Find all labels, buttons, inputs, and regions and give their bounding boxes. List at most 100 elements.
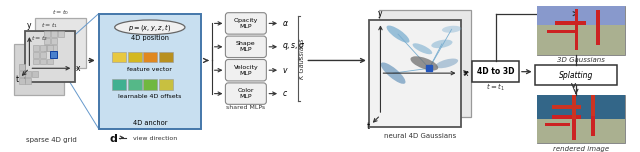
Bar (44, 38, 50, 44)
Text: Shape
MLP: Shape MLP (236, 41, 256, 52)
Text: y: y (378, 9, 383, 17)
Bar (143, 79, 157, 90)
Bar (33, 45, 39, 51)
Bar (40, 52, 46, 58)
Text: $t=t_1$: $t=t_1$ (42, 21, 58, 30)
Text: feature vector: feature vector (127, 67, 172, 72)
Text: $t=t_2$: $t=t_2$ (31, 34, 47, 43)
Bar (112, 79, 126, 90)
Bar (143, 52, 157, 62)
Text: neural 4D Gaussians: neural 4D Gaussians (384, 133, 456, 139)
Text: $q,s,\sigma$: $q,s,\sigma$ (282, 41, 306, 52)
Bar (14, 44, 65, 95)
Bar (35, 17, 86, 68)
Text: $\mathbf{d}$: $\mathbf{d}$ (109, 131, 118, 143)
Bar (112, 52, 126, 62)
Bar (26, 71, 31, 77)
Bar (19, 64, 24, 70)
Bar (51, 38, 57, 44)
Text: $t=t_1$: $t=t_1$ (486, 82, 505, 93)
Bar (547, 30, 575, 33)
Text: shared MLPs: shared MLPs (227, 105, 266, 110)
Text: Splatting: Splatting (559, 71, 593, 80)
Text: Velocity
MLP: Velocity MLP (234, 65, 259, 76)
FancyBboxPatch shape (225, 59, 266, 81)
Bar (591, 102, 595, 136)
Text: $\alpha$: $\alpha$ (282, 19, 289, 28)
Text: t: t (16, 75, 19, 85)
Bar (47, 59, 52, 64)
FancyBboxPatch shape (225, 83, 266, 104)
Bar (534, 65, 618, 85)
Bar (369, 19, 461, 127)
Bar (44, 45, 50, 51)
Bar (33, 59, 39, 64)
Bar (99, 14, 201, 129)
Text: Opacity
MLP: Opacity MLP (234, 18, 258, 29)
Text: K Gaussians: K Gaussians (300, 38, 305, 79)
Bar (58, 31, 63, 37)
Bar (552, 105, 581, 109)
Bar (538, 25, 625, 55)
Bar (51, 31, 57, 37)
Bar (19, 71, 24, 77)
Bar (575, 9, 579, 50)
Bar (40, 59, 46, 64)
Text: view direction: view direction (132, 136, 177, 141)
Text: 4D position: 4D position (131, 35, 169, 41)
FancyBboxPatch shape (225, 13, 266, 34)
Bar (378, 10, 471, 117)
Text: x: x (76, 64, 81, 73)
Bar (128, 52, 141, 62)
Bar (159, 52, 173, 62)
Text: $p=(x,y,z,t)$: $p=(x,y,z,t)$ (128, 22, 172, 33)
Ellipse shape (115, 20, 185, 35)
Text: $t=t_0$: $t=t_0$ (52, 8, 69, 17)
Bar (26, 78, 31, 84)
Text: t: t (367, 122, 371, 131)
Bar (50, 51, 57, 58)
Bar (40, 45, 46, 51)
Bar (538, 119, 625, 143)
Bar (32, 71, 38, 77)
Text: Color
MLP: Color MLP (237, 88, 254, 99)
Bar (596, 10, 600, 45)
Ellipse shape (442, 26, 461, 33)
Bar (24, 31, 76, 82)
Ellipse shape (410, 56, 438, 71)
Bar (572, 95, 575, 119)
Bar (555, 21, 586, 25)
Text: 3D Gaussians: 3D Gaussians (557, 57, 605, 64)
Bar (538, 95, 625, 143)
FancyBboxPatch shape (225, 36, 266, 58)
Text: sparse 4D grid: sparse 4D grid (26, 137, 77, 143)
Ellipse shape (431, 40, 452, 48)
Text: 4D to 3D: 4D to 3D (477, 67, 515, 76)
Bar (538, 6, 625, 25)
Text: rendered image: rendered image (554, 146, 609, 152)
Bar (33, 52, 39, 58)
Bar (47, 45, 52, 51)
Bar (545, 123, 570, 126)
Bar (591, 95, 595, 116)
Text: learnable 4D offsets: learnable 4D offsets (118, 94, 182, 99)
Ellipse shape (381, 62, 406, 84)
Bar (472, 61, 519, 82)
Bar (44, 31, 50, 37)
Bar (159, 79, 173, 90)
Bar (128, 79, 141, 90)
Text: x: x (463, 69, 468, 78)
Bar (51, 45, 57, 51)
Text: y: y (27, 21, 31, 30)
Text: 4D anchor: 4D anchor (132, 120, 167, 126)
Ellipse shape (413, 43, 432, 54)
Bar (572, 99, 575, 140)
Bar (538, 6, 625, 55)
Text: $c$: $c$ (282, 89, 288, 98)
Bar (19, 78, 24, 84)
Ellipse shape (387, 26, 410, 43)
Text: $v$: $v$ (282, 66, 289, 75)
Bar (538, 95, 625, 119)
Bar (552, 115, 581, 119)
Ellipse shape (435, 59, 458, 68)
